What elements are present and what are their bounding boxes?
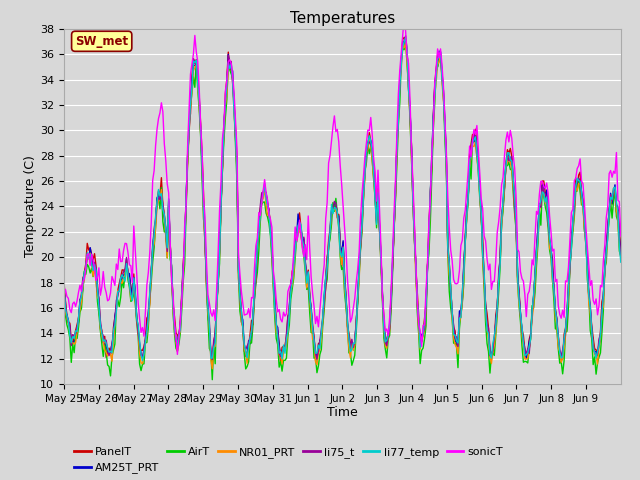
AirT <box>543 210 550 216</box>
AM25T_PRT <box>616 234 623 240</box>
sonicT <box>543 180 550 186</box>
Line: AirT: AirT <box>64 39 621 380</box>
AM25T_PRT <box>543 187 550 193</box>
sonicT <box>616 199 623 204</box>
AM25T_PRT <box>79 286 87 291</box>
Line: li77_temp: li77_temp <box>64 37 621 360</box>
AirT <box>402 36 410 42</box>
li75_t <box>616 236 623 241</box>
AM25T_PRT <box>460 262 468 267</box>
li77_temp <box>139 358 147 363</box>
AirT <box>60 288 68 293</box>
PanelT <box>401 35 408 40</box>
Line: sonicT: sonicT <box>64 18 621 354</box>
li75_t <box>97 318 104 324</box>
AM25T_PRT <box>209 359 216 365</box>
Line: PanelT: PanelT <box>64 37 621 363</box>
PanelT <box>617 247 625 253</box>
AM25T_PRT <box>60 286 68 292</box>
X-axis label: Time: Time <box>327 407 358 420</box>
li77_temp <box>616 243 623 249</box>
sonicT <box>79 278 87 284</box>
NR01_PRT <box>348 341 356 347</box>
Legend: PanelT, AM25T_PRT, AirT, NR01_PRT, li75_t, li77_temp, sonicT: PanelT, AM25T_PRT, AirT, NR01_PRT, li75_… <box>70 443 508 478</box>
AM25T_PRT <box>97 324 104 330</box>
li77_temp <box>60 286 68 292</box>
NR01_PRT <box>209 366 216 372</box>
li77_temp <box>460 270 468 276</box>
Text: SW_met: SW_met <box>75 35 128 48</box>
Line: li75_t: li75_t <box>64 36 621 360</box>
li75_t <box>60 285 68 290</box>
AM25T_PRT <box>401 38 408 44</box>
li77_temp <box>617 259 625 265</box>
li75_t <box>617 253 625 259</box>
li75_t <box>543 194 550 200</box>
sonicT <box>401 15 408 21</box>
PanelT <box>97 322 104 327</box>
NR01_PRT <box>460 274 468 280</box>
PanelT <box>79 277 87 283</box>
li77_temp <box>402 35 410 40</box>
AM25T_PRT <box>617 251 625 257</box>
AM25T_PRT <box>348 343 356 348</box>
NR01_PRT <box>60 291 68 297</box>
li75_t <box>348 336 356 342</box>
sonicT <box>617 233 625 239</box>
NR01_PRT <box>402 40 410 46</box>
AirT <box>616 248 623 254</box>
AirT <box>348 362 356 368</box>
li77_temp <box>97 322 104 327</box>
sonicT <box>173 351 181 357</box>
NR01_PRT <box>543 197 550 203</box>
NR01_PRT <box>616 242 623 248</box>
sonicT <box>60 292 68 298</box>
li75_t <box>79 275 87 280</box>
li77_temp <box>543 194 550 200</box>
PanelT <box>60 279 68 285</box>
PanelT <box>616 228 623 233</box>
Y-axis label: Temperature (C): Temperature (C) <box>24 156 37 257</box>
AirT <box>617 253 625 259</box>
PanelT <box>348 343 356 349</box>
li75_t <box>402 33 410 39</box>
PanelT <box>460 267 468 273</box>
li77_temp <box>79 282 87 288</box>
sonicT <box>97 292 104 298</box>
AirT <box>79 286 87 292</box>
li75_t <box>460 263 468 269</box>
PanelT <box>276 360 284 366</box>
Line: NR01_PRT: NR01_PRT <box>64 43 621 369</box>
li77_temp <box>348 347 356 352</box>
Title: Temperatures: Temperatures <box>290 11 395 26</box>
PanelT <box>543 195 550 201</box>
NR01_PRT <box>79 284 87 289</box>
sonicT <box>348 315 356 321</box>
sonicT <box>460 215 468 221</box>
li75_t <box>209 357 216 362</box>
Line: AM25T_PRT: AM25T_PRT <box>64 41 621 362</box>
NR01_PRT <box>97 326 104 332</box>
AirT <box>209 377 216 383</box>
NR01_PRT <box>617 254 625 260</box>
AirT <box>97 328 104 334</box>
AirT <box>460 281 468 287</box>
